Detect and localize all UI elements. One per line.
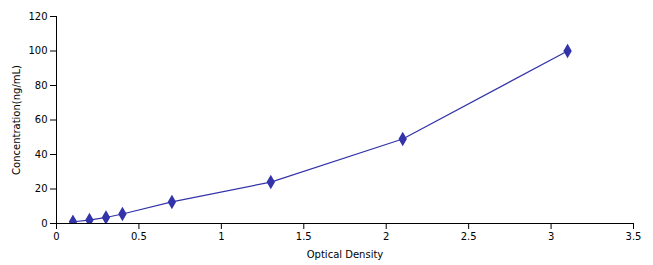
svg-text:120: 120 bbox=[28, 11, 47, 22]
svg-text:80: 80 bbox=[35, 80, 48, 91]
svg-text:0.5: 0.5 bbox=[131, 231, 147, 242]
svg-text:1: 1 bbox=[218, 231, 224, 242]
svg-text:0: 0 bbox=[53, 231, 59, 242]
svg-text:100: 100 bbox=[28, 45, 47, 56]
svg-text:Optical Density: Optical Density bbox=[307, 249, 384, 260]
svg-text:40: 40 bbox=[35, 149, 48, 160]
svg-text:1.5: 1.5 bbox=[296, 231, 312, 242]
svg-text:Concentration(ng/mL): Concentration(ng/mL) bbox=[11, 65, 22, 175]
svg-text:3.5: 3.5 bbox=[626, 231, 642, 242]
svg-text:2: 2 bbox=[383, 231, 389, 242]
svg-text:0: 0 bbox=[41, 218, 47, 229]
svg-text:60: 60 bbox=[35, 114, 48, 125]
svg-text:20: 20 bbox=[35, 183, 48, 194]
svg-text:3: 3 bbox=[548, 231, 554, 242]
svg-text:2.5: 2.5 bbox=[461, 231, 477, 242]
